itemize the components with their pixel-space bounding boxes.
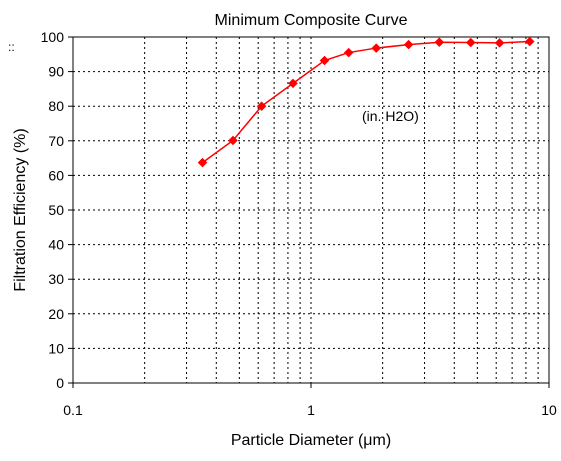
data-point bbox=[197, 157, 208, 168]
y-tick-label: 30 bbox=[48, 271, 64, 287]
data-point bbox=[319, 55, 330, 66]
data-point bbox=[371, 43, 382, 53]
x-tick-label: 10 bbox=[541, 402, 557, 418]
y-tick-label: 100 bbox=[41, 29, 65, 45]
axis-ticks: 0 10 20 30 40 50 60 70 80 90 100 0.1 1 10 bbox=[41, 29, 557, 418]
x-tick-label: 1 bbox=[307, 402, 315, 418]
y-tick-label: 10 bbox=[48, 340, 64, 356]
series-line bbox=[202, 40, 530, 164]
data-point bbox=[228, 135, 238, 146]
data-point bbox=[494, 38, 505, 48]
y-tick-label: 40 bbox=[48, 237, 64, 253]
data-series bbox=[197, 36, 535, 168]
data-point bbox=[524, 36, 535, 47]
x-axis-label: Particle Diameter (μm) bbox=[231, 432, 391, 449]
corner-mark: :: bbox=[8, 40, 15, 54]
x-tick-label: 0.1 bbox=[63, 402, 83, 418]
y-tick-label: 80 bbox=[48, 98, 64, 114]
y-tick-label: 0 bbox=[56, 375, 64, 391]
y-tick-label: 50 bbox=[48, 202, 64, 218]
chart-title: Minimum Composite Curve bbox=[215, 12, 408, 29]
y-tick-label: 20 bbox=[48, 306, 64, 322]
y-tick-label: 90 bbox=[48, 64, 64, 80]
grid-lines bbox=[73, 37, 549, 383]
data-point bbox=[288, 78, 298, 89]
data-point bbox=[403, 39, 414, 50]
y-tick-label: 60 bbox=[48, 167, 64, 183]
y-axis-label: Filtration Efficiency (%) bbox=[12, 128, 29, 291]
annotation-label: (in. H2O) bbox=[362, 108, 419, 124]
data-point bbox=[465, 37, 476, 48]
data-point bbox=[343, 47, 354, 58]
data-point bbox=[434, 37, 445, 48]
data-point bbox=[256, 101, 267, 112]
y-tick-label: 70 bbox=[48, 133, 64, 149]
